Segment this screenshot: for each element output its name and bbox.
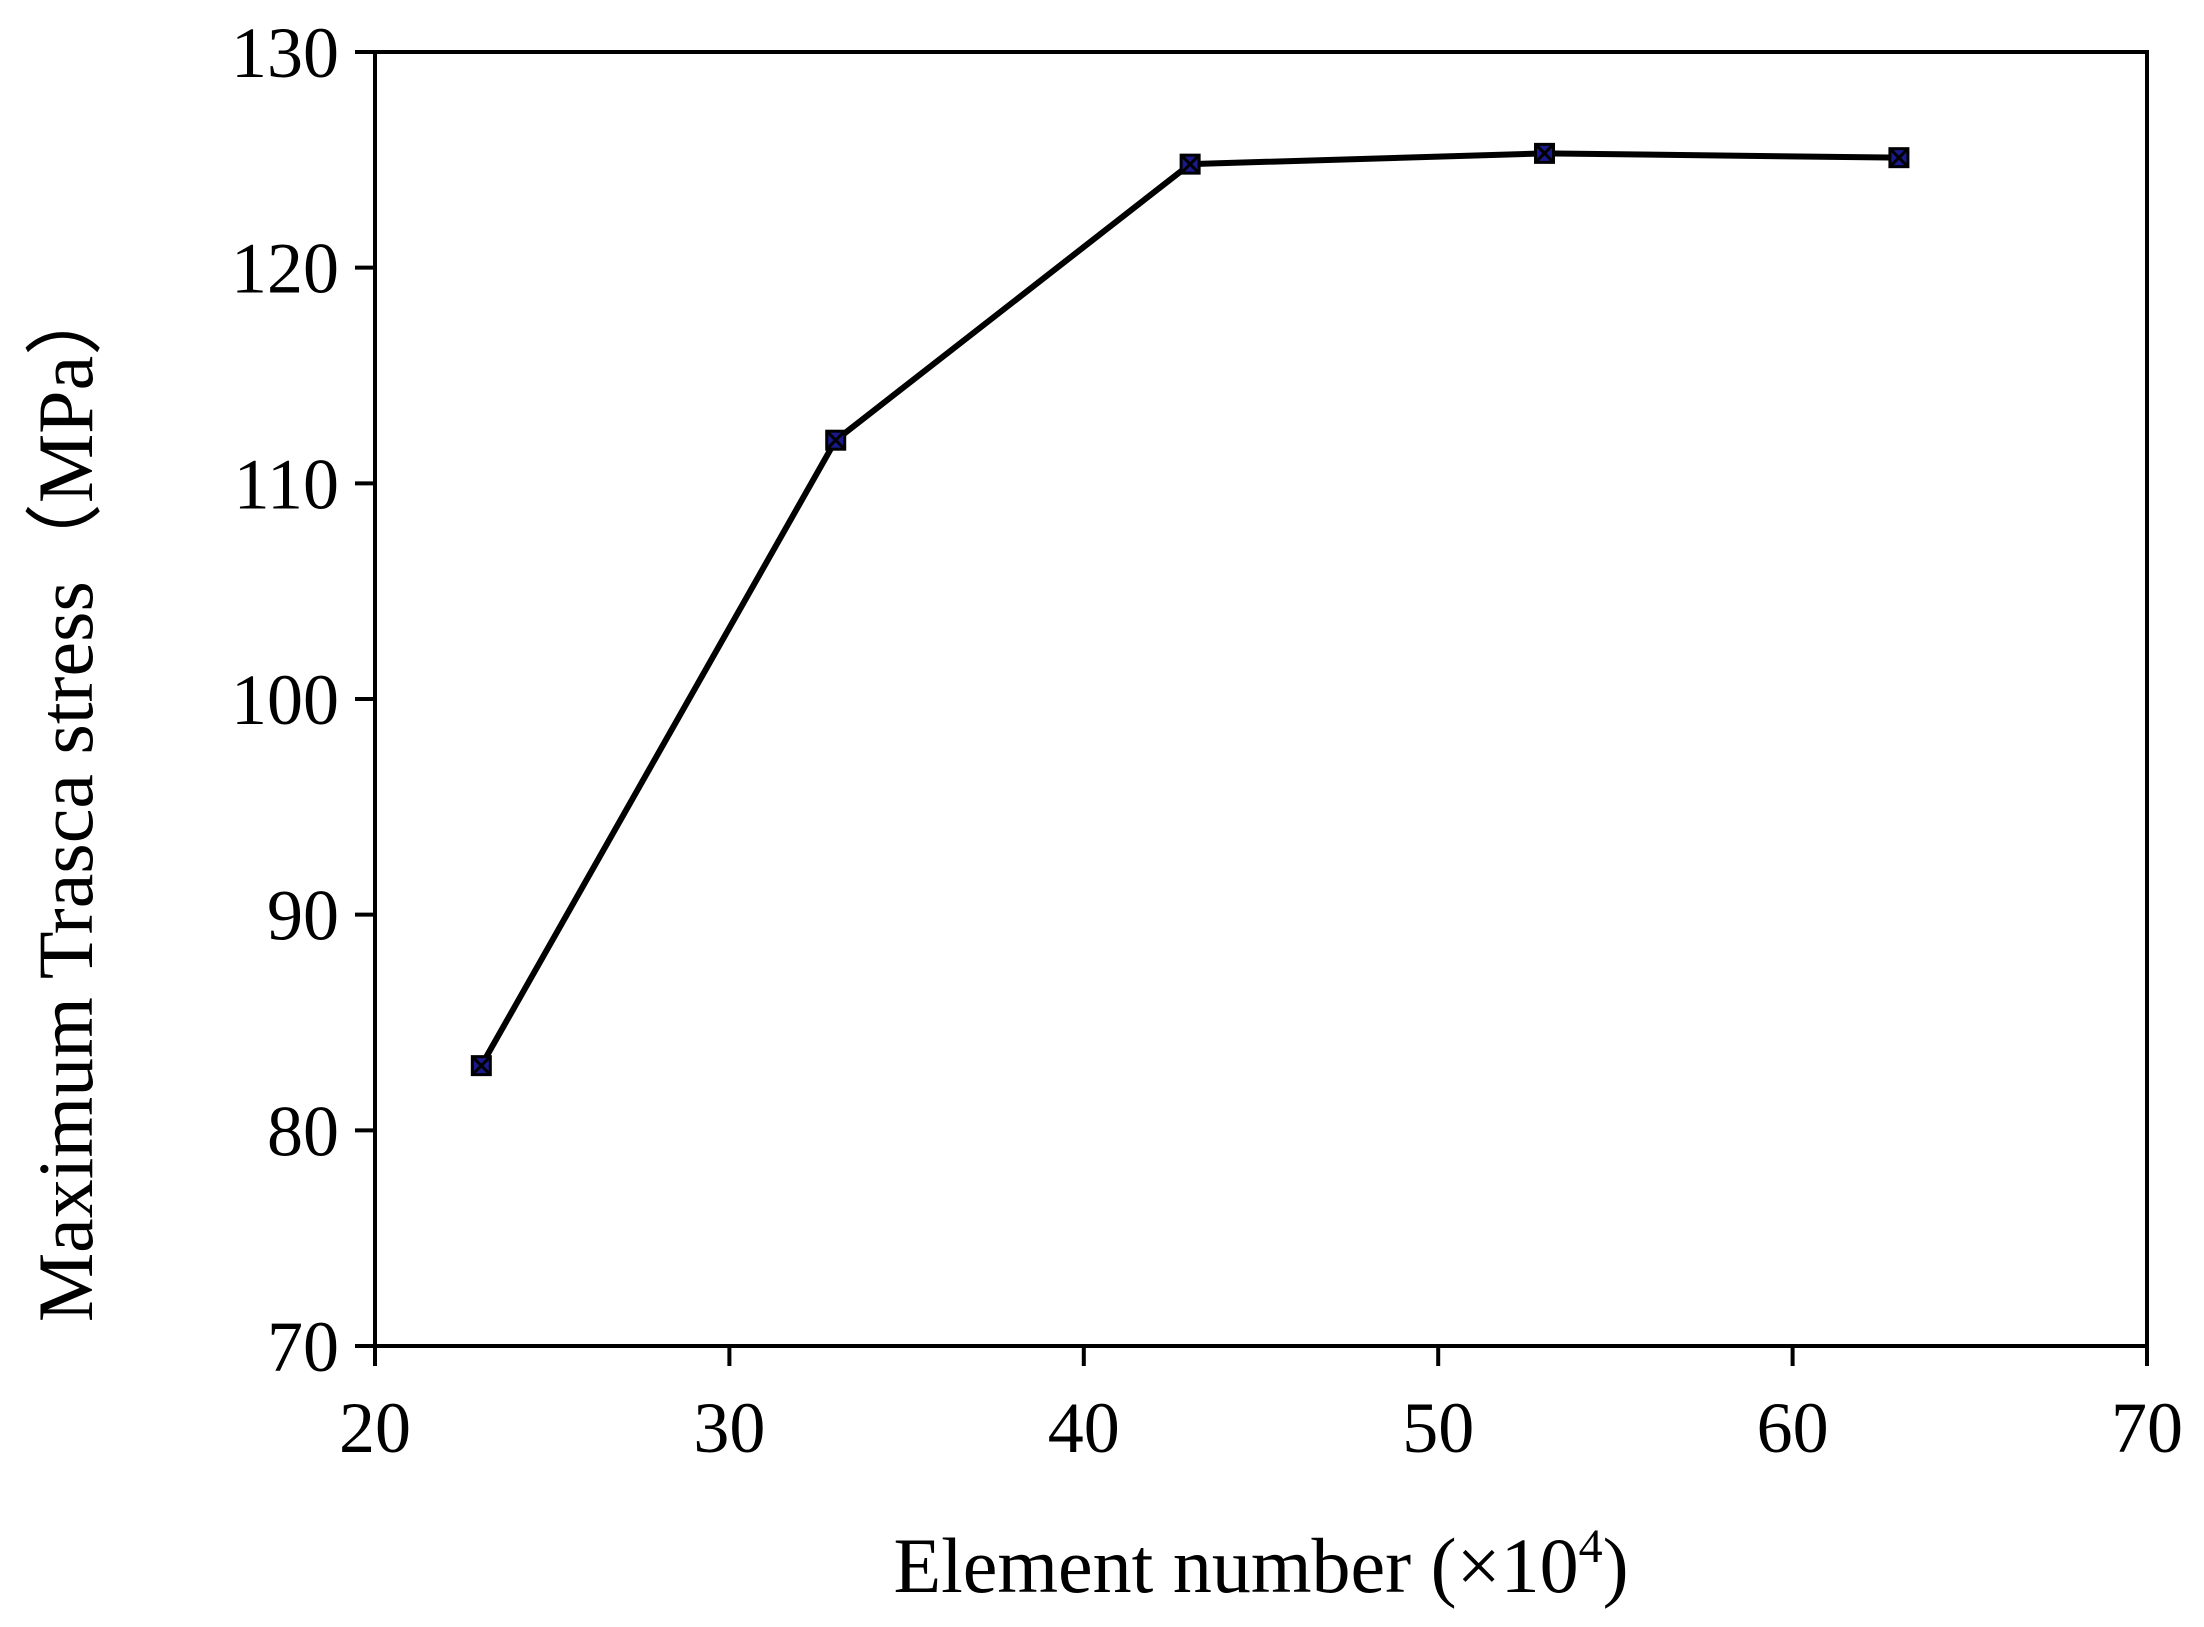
- y-tick-label: 100: [231, 660, 339, 740]
- y-tick-label: 90: [267, 876, 339, 956]
- x-tick-label: 40: [1048, 1388, 1120, 1468]
- x-axis-title-suffix: ): [1603, 1522, 1629, 1609]
- plot-area: [373, 50, 2149, 1348]
- x-tick-label: 30: [693, 1388, 765, 1468]
- y-tick-label: 110: [234, 444, 339, 524]
- y-tick-label: 70: [267, 1307, 339, 1387]
- data-point: [470, 1055, 492, 1077]
- data-point: [825, 429, 847, 451]
- series: [470, 142, 1910, 1077]
- y-tick-label: 80: [267, 1091, 339, 1171]
- data-point: [1179, 153, 1201, 175]
- x-tick-label: 60: [1757, 1388, 1829, 1468]
- data-point: [1534, 142, 1556, 164]
- y-tick-label: 120: [231, 229, 339, 309]
- data-point: [1888, 147, 1910, 169]
- x-axis-title: Element number (×104): [893, 1520, 1628, 1609]
- y-axis-title: Maximum Trasca stress（MPa）: [22, 278, 109, 1322]
- x-axis: 20 30 40 50 60 70: [339, 1346, 2183, 1468]
- x-tick-label: 20: [339, 1388, 411, 1468]
- x-tick-label: 50: [1402, 1388, 1474, 1468]
- x-axis-title-main: Element number (×10: [893, 1522, 1578, 1609]
- x-tick-label: 70: [2111, 1388, 2183, 1468]
- series-line: [478, 150, 1899, 1068]
- y-axis: 70 80 90 100 110 120 130: [231, 13, 375, 1387]
- y-tick-label: 130: [231, 13, 339, 93]
- x-axis-title-superscript: 4: [1579, 1520, 1603, 1573]
